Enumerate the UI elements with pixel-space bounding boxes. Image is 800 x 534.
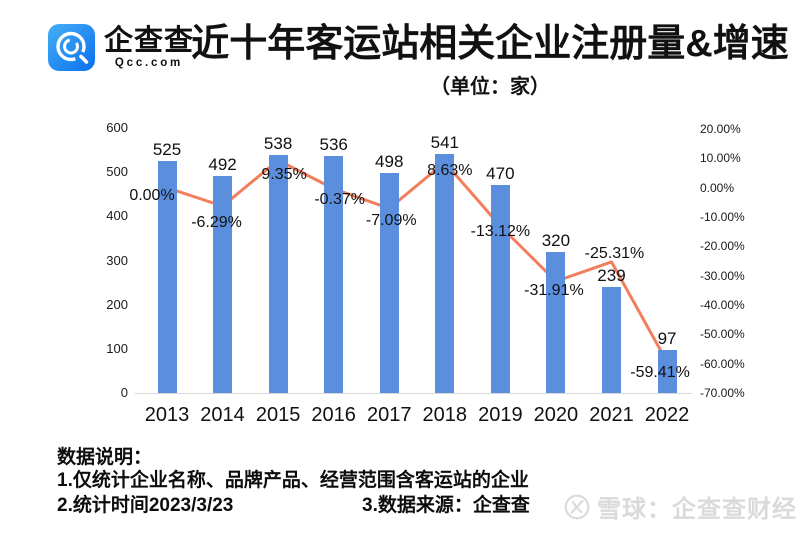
growth-label: 9.35% xyxy=(261,166,307,184)
title-block: 近十年客运站相关企业注册量&增速 （单位：家） xyxy=(186,22,794,99)
x-axis-line xyxy=(135,393,692,394)
watermark: 雪球：企查查财经 xyxy=(563,489,797,524)
growth-label: -7.09% xyxy=(365,212,417,230)
left-axis-tick: 400 xyxy=(106,208,128,224)
left-axis-tick: 0 xyxy=(120,385,128,400)
right-axis-tick: -50.00% xyxy=(700,327,745,342)
right-axis-tick: -10.00% xyxy=(700,209,745,224)
left-axis-tick: 500 xyxy=(106,164,128,180)
x-axis-label: 2021 xyxy=(589,404,634,426)
bar-value-label: 320 xyxy=(541,230,571,250)
left-axis-tick: 200 xyxy=(106,296,128,312)
left-axis-tick: 300 xyxy=(106,252,128,268)
bar-value-label: 541 xyxy=(430,133,459,153)
brand-domain: Qcc.com xyxy=(114,57,184,69)
bar-2014 xyxy=(213,175,233,393)
x-axis-label: 2019 xyxy=(478,404,523,426)
bar-value-label: 498 xyxy=(375,152,404,172)
bar-value-label: 492 xyxy=(208,154,237,174)
page-subtitle: （单位：家） xyxy=(430,76,550,98)
qcc-logo-icon xyxy=(48,24,95,71)
growth-label: -0.37% xyxy=(314,190,366,208)
x-axis-label: 2017 xyxy=(366,404,412,426)
xueqiu-logo-icon xyxy=(564,494,590,519)
growth-label: -13.12% xyxy=(470,223,531,241)
bar-value-label: 239 xyxy=(597,266,626,286)
right-axis-tick: -40.00% xyxy=(700,297,745,312)
growth-label: -25.31% xyxy=(584,244,645,262)
bar-2015 xyxy=(268,155,288,393)
right-axis-tick: -20.00% xyxy=(700,239,745,254)
bar-2017 xyxy=(379,173,399,393)
bar-2018 xyxy=(435,154,455,393)
growth-label: -31.91% xyxy=(524,282,584,300)
page-title: 近十年客运站相关企业注册量&增速 xyxy=(191,23,789,65)
bar-2020 xyxy=(546,251,566,393)
right-axis-tick: -30.00% xyxy=(700,268,745,283)
x-axis-label: 2018 xyxy=(422,404,468,426)
bar-2019 xyxy=(490,185,510,393)
x-axis-label: 2013 xyxy=(144,404,190,426)
left-axis-tick: 600 xyxy=(106,120,128,135)
left-axis-tick: 100 xyxy=(106,340,128,356)
footnote-2: 2.统计时间2023/3/23 xyxy=(57,495,234,516)
x-axis-label: 2016 xyxy=(311,404,356,426)
growth-label: -6.29% xyxy=(191,214,242,232)
bar-2022 xyxy=(657,350,677,393)
brand-name: 企查查 xyxy=(103,25,194,57)
footnote-heading: 数据说明： xyxy=(57,447,153,468)
x-axis-label: 2020 xyxy=(533,404,579,426)
watermark-text: 雪球：企查查财经 xyxy=(597,496,797,523)
right-axis-tick: 20.00% xyxy=(700,122,741,136)
bar-value-label: 536 xyxy=(319,135,348,155)
bar-value-label: 525 xyxy=(152,140,182,160)
bar-value-label: 470 xyxy=(486,164,515,184)
right-axis-tick: 10.00% xyxy=(700,151,741,166)
x-axis-label: 2014 xyxy=(200,404,245,426)
footnote-1: 1.仅统计企业名称、品牌产品、经营范围含客运站的企业 xyxy=(57,470,529,491)
right-axis-tick: 0.00% xyxy=(700,180,735,195)
bar-value-label: 538 xyxy=(263,134,293,154)
x-axis-label: 2015 xyxy=(255,404,301,426)
growth-label: -59.41% xyxy=(630,363,690,381)
bar-2016 xyxy=(324,156,344,393)
growth-label: 8.63% xyxy=(427,162,473,180)
growth-label: 0.00% xyxy=(129,186,175,204)
x-axis-label: 2022 xyxy=(644,404,690,426)
bar-value-label: 97 xyxy=(657,329,677,349)
bar-2013 xyxy=(157,161,177,393)
bar-2021 xyxy=(601,287,621,393)
brand-block: 企查查 Qcc.com xyxy=(99,26,199,70)
right-axis-tick: -70.00% xyxy=(700,385,745,400)
right-axis-tick: -60.00% xyxy=(700,356,745,371)
footnote-3: 3.数据来源：企查查 xyxy=(362,495,530,516)
